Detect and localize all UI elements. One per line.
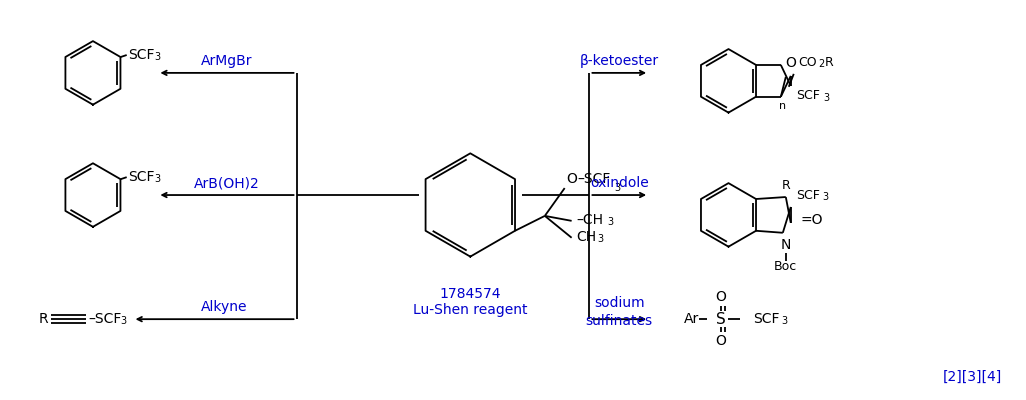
Text: –CH: –CH xyxy=(577,213,603,227)
Text: –SCF: –SCF xyxy=(88,312,121,326)
Text: SCF: SCF xyxy=(753,312,780,326)
Text: CH: CH xyxy=(577,230,597,244)
Text: CO: CO xyxy=(798,56,818,70)
Text: N: N xyxy=(781,238,791,252)
Text: S: S xyxy=(716,312,725,327)
Text: Lu-Shen reagent: Lu-Shen reagent xyxy=(413,303,527,317)
Text: SCF: SCF xyxy=(796,188,820,202)
Text: β-ketoester: β-ketoester xyxy=(580,54,659,68)
Text: O: O xyxy=(715,334,726,348)
Text: SCF: SCF xyxy=(127,48,154,62)
Text: sulfinates: sulfinates xyxy=(586,314,653,328)
Text: 3: 3 xyxy=(824,93,830,103)
Text: 3: 3 xyxy=(781,316,787,326)
Text: 1784574: 1784574 xyxy=(439,287,501,301)
Text: O: O xyxy=(566,172,578,186)
Text: sodium: sodium xyxy=(594,296,644,310)
Text: 3: 3 xyxy=(823,192,829,202)
Text: ArMgBr: ArMgBr xyxy=(201,54,252,68)
Text: oxindole: oxindole xyxy=(590,176,648,190)
Text: 3: 3 xyxy=(155,174,161,184)
Text: =O: =O xyxy=(800,213,823,227)
Text: 3: 3 xyxy=(155,52,161,62)
Text: SCF: SCF xyxy=(796,89,820,102)
Text: n: n xyxy=(780,101,786,111)
Text: [2][3][4]: [2][3][4] xyxy=(942,370,1001,384)
Text: 3: 3 xyxy=(121,316,127,326)
Text: R: R xyxy=(825,56,833,70)
Text: 2: 2 xyxy=(819,59,825,69)
Text: SCF: SCF xyxy=(127,170,154,184)
Text: ArB(OH)2: ArB(OH)2 xyxy=(194,176,260,190)
Text: O: O xyxy=(715,290,726,304)
Text: 3: 3 xyxy=(607,217,614,227)
Text: Alkyne: Alkyne xyxy=(201,300,247,314)
Text: 3: 3 xyxy=(615,183,621,193)
Text: 3: 3 xyxy=(597,234,603,244)
Text: Boc: Boc xyxy=(775,260,797,273)
Text: R: R xyxy=(782,179,790,192)
Text: –SCF: –SCF xyxy=(578,172,610,186)
Text: O: O xyxy=(785,56,796,70)
Text: Ar: Ar xyxy=(683,312,699,326)
Text: R: R xyxy=(39,312,48,326)
